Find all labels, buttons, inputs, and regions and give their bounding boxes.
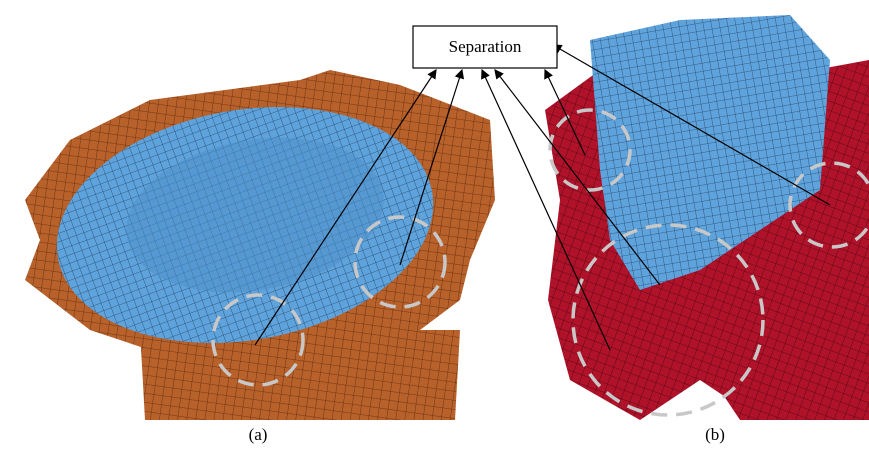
annotation: Separation xyxy=(449,37,522,56)
panel-a-image xyxy=(25,70,495,420)
panel-label: (a) xyxy=(249,425,268,444)
figure: Separation (a) (b) xyxy=(0,0,869,452)
panel-label: (b) xyxy=(705,425,725,444)
panel-b-image xyxy=(545,15,869,420)
